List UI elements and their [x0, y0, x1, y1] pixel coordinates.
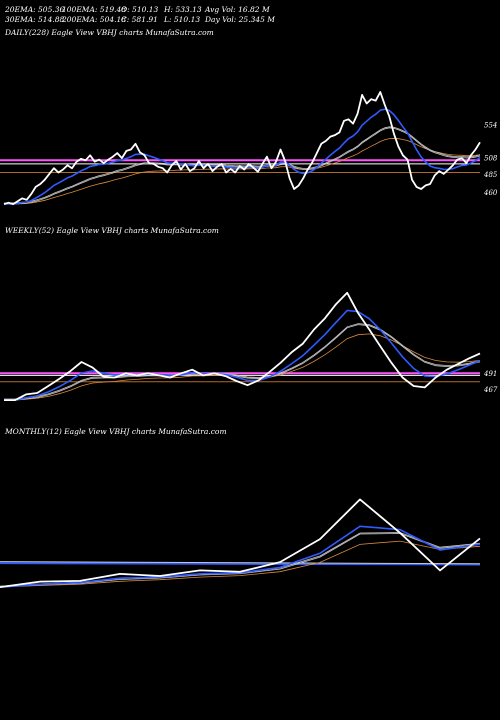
monthly-price-line [0, 498, 481, 588]
daily-ema-fast [3, 108, 481, 205]
daily-level-label: 460 [483, 189, 498, 197]
daily-level-label: 554 [484, 122, 497, 130]
weekly-level-label: 467 [483, 386, 498, 394]
avg-vol-stat: Avg Vol: 16.82 M [205, 5, 270, 14]
high-stat: H: 533.13 [164, 5, 202, 14]
monthly-panel-title: MONTHLY(12) Eagle View VBHJ charts Munaf… [5, 427, 227, 436]
monthly-ema-slow [0, 540, 481, 588]
weekly-ema-mid-2 [4, 323, 481, 400]
weekly-ema-mid [4, 324, 481, 401]
daily-ema-mid-2 [3, 126, 481, 204]
day-vol-stat: Day Vol: 25.345 M [205, 15, 275, 24]
weekly-panel-title: WEEKLY(52) Eagle View VBHJ charts Munafa… [5, 226, 219, 235]
monthly-ema-fast [0, 525, 481, 588]
low-stat: L: 510.13 [164, 15, 201, 24]
header-stats: 20EMA: 505.36 100EMA: 519.48 O: 510.13 H… [0, 0, 500, 24]
ema200-stat: 200EMA: 504.18 [62, 15, 127, 24]
daily-level-label: 508 [484, 155, 498, 163]
ema30-stat: 30EMA: 514.88 [5, 15, 65, 24]
ema100-stat: 100EMA: 519.48 [62, 5, 127, 14]
daily-price-line [3, 91, 481, 206]
open-stat: O: 510.13 [121, 5, 159, 14]
close-stat: C: 581.91 [121, 15, 158, 24]
ema20-stat: 20EMA: 505.36 [5, 5, 65, 14]
weekly-price-line [4, 291, 481, 402]
daily-level-label: 485 [483, 171, 498, 179]
weekly-level-label: 491 [483, 370, 497, 378]
monthly-ema-long-grey [0, 561, 481, 565]
daily-panel-title: DAILY(228) Eagle View VBHJ charts Munafa… [5, 28, 214, 37]
monthly-ema-long-blue [0, 562, 481, 566]
weekly-ema-fast [4, 309, 481, 401]
daily-ema-slow [4, 137, 481, 205]
